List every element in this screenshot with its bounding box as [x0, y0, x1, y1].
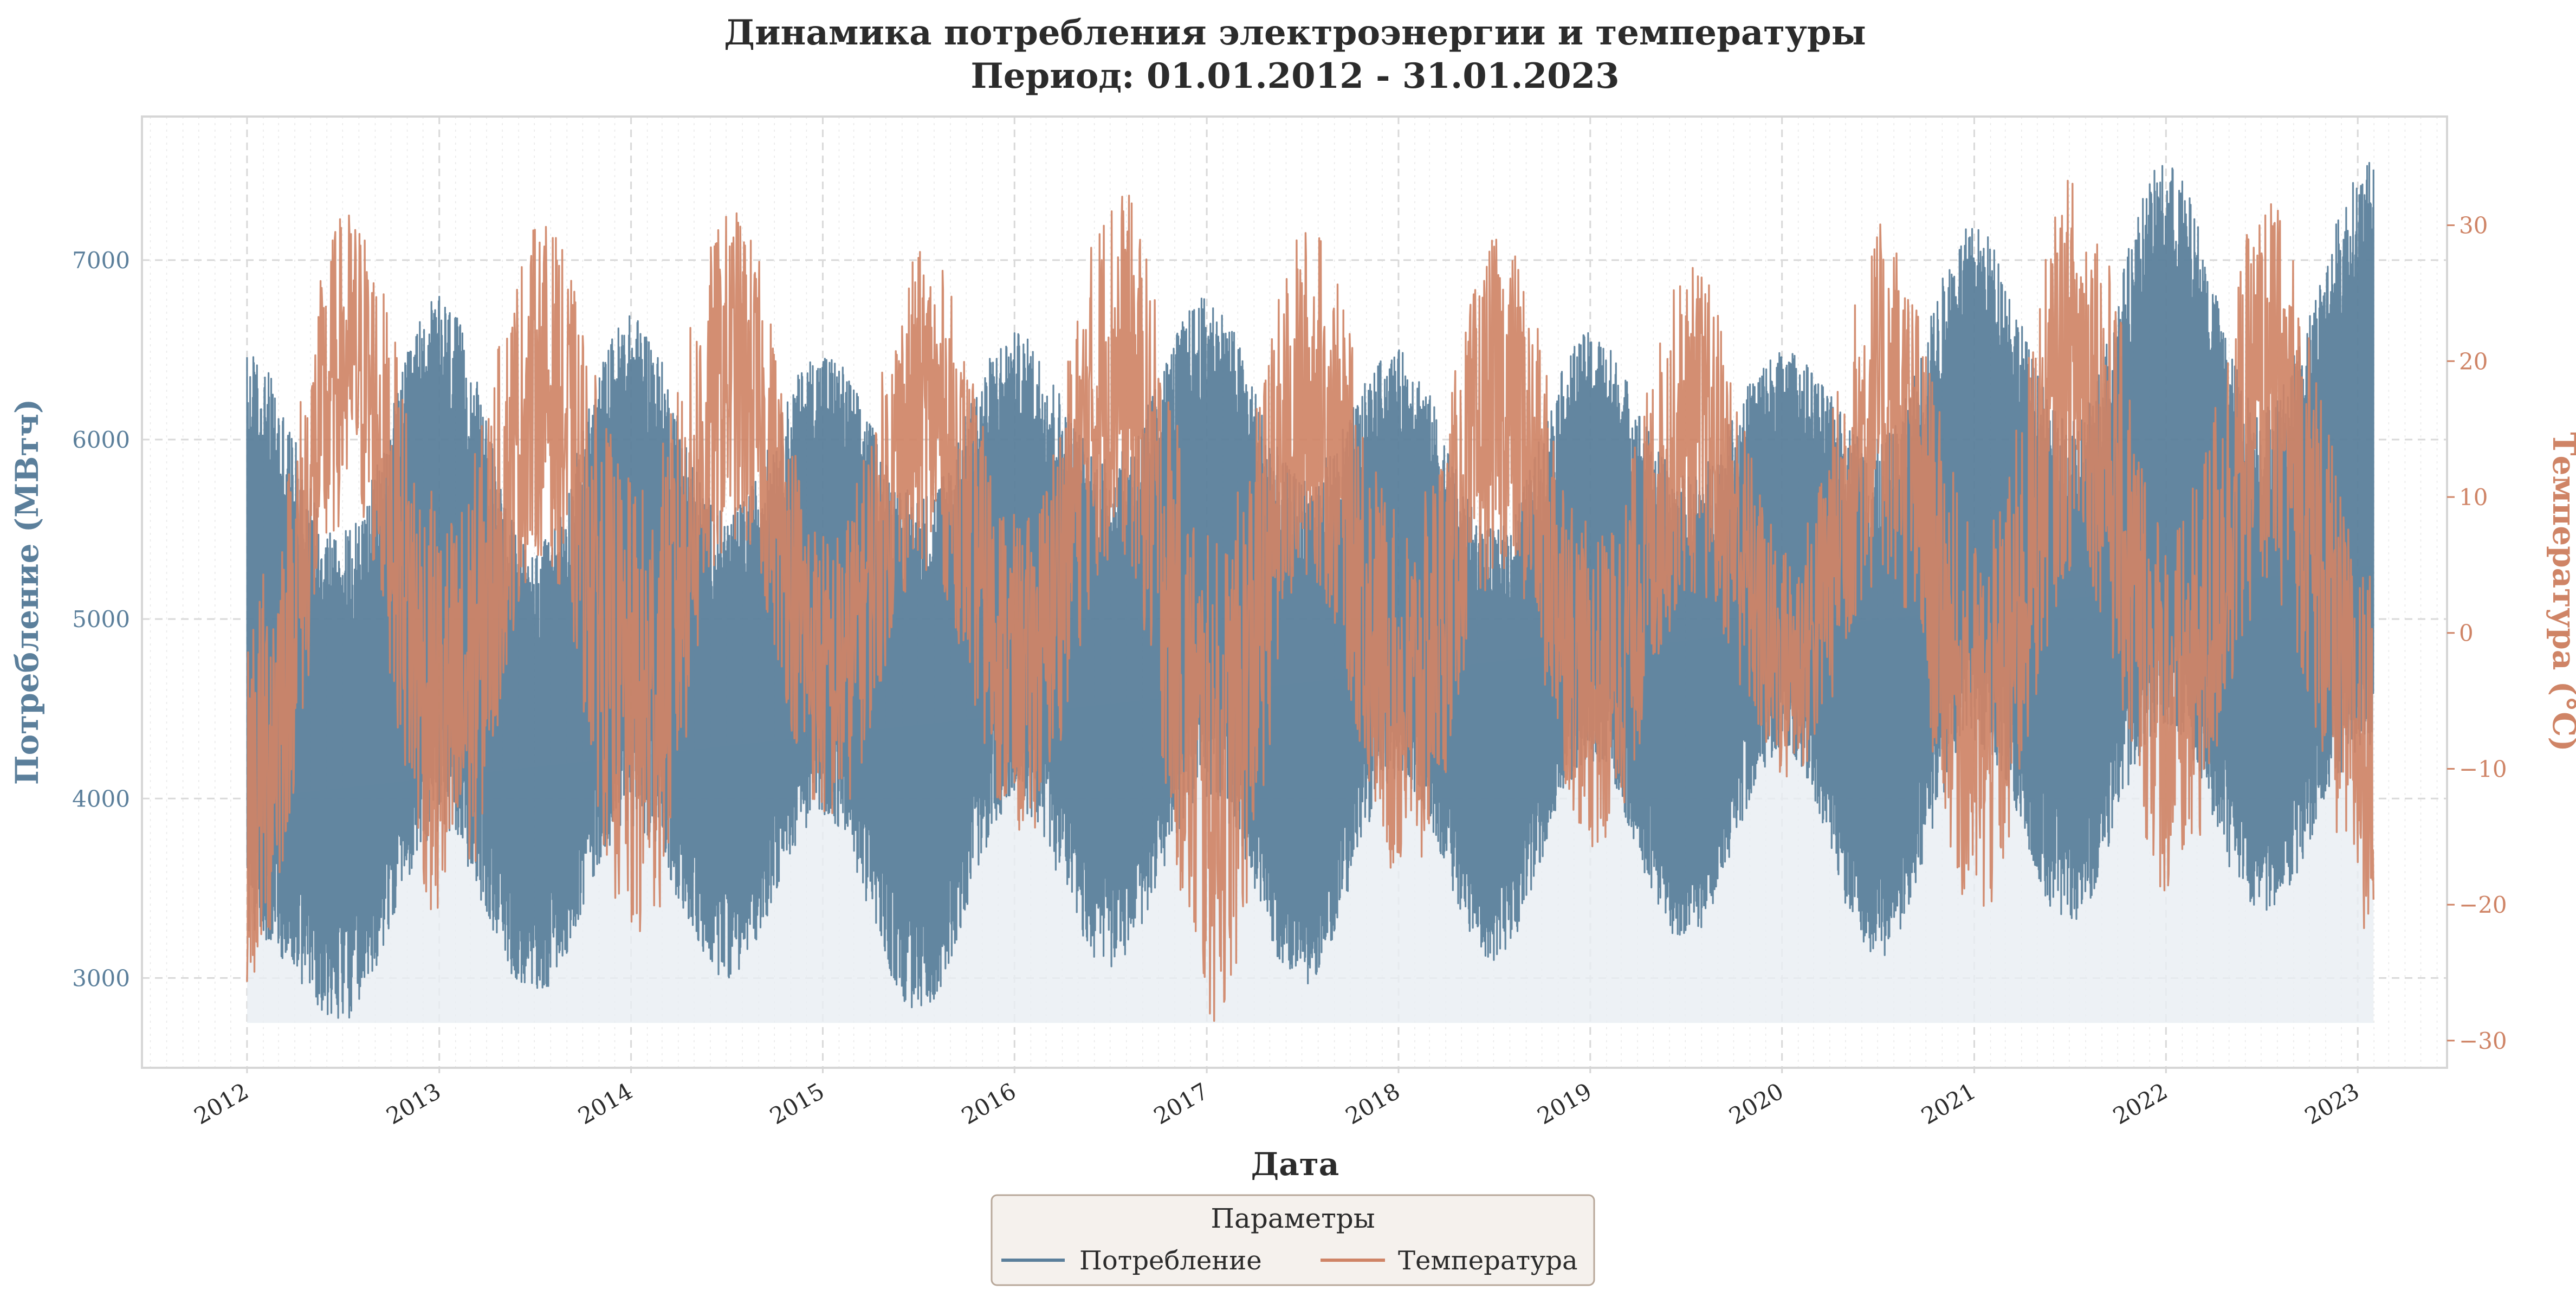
y-right-tick-label: 10: [2459, 484, 2488, 511]
legend-box: [991, 1194, 1595, 1286]
y-right-tick-label: −10: [2459, 756, 2507, 782]
legend: Параметры Потребление Температура: [991, 1194, 1595, 1286]
y-right-tick-label: 20: [2459, 348, 2488, 375]
series-line-temperature: [246, 179, 2374, 1022]
x-axis-label: Дата: [1251, 1146, 1339, 1183]
y-left-tick-label: 3000: [72, 965, 130, 991]
y-right-tick-label: −20: [2459, 892, 2507, 918]
y-right-tick-label: −30: [2459, 1028, 2507, 1054]
series: [246, 162, 2374, 1022]
chart-subtitle: Период: 01.01.2012 - 31.01.2023: [970, 56, 1619, 96]
chart-title: Динамика потребления электроэнергии и те…: [724, 12, 1866, 53]
legend-label-consumption: Потребление: [1079, 1246, 1262, 1276]
y-axis-right-ticks: 30 20 10 0 −10 −20 −30: [2447, 212, 2507, 1054]
plot-frame: [141, 115, 2448, 1069]
y-left-tick-label: 5000: [72, 606, 130, 633]
y-right-tick-label: 30: [2459, 212, 2488, 239]
y-left-tick-label: 7000: [72, 247, 130, 274]
y-right-tick-label: 0: [2459, 620, 2474, 647]
y-axis-right-label: Температура (°C): [2546, 432, 2576, 751]
legend-title: Параметры: [1211, 1203, 1375, 1234]
y-left-tick-label: 6000: [72, 427, 130, 453]
y-axis-left-label: Потребление (МВтч): [9, 399, 46, 785]
legend-label-temperature: Температура: [1398, 1246, 1578, 1276]
y-axis-left-ticks: 3000 4000 5000 6000 7000: [72, 247, 130, 992]
y-left-tick-label: 4000: [72, 785, 130, 812]
